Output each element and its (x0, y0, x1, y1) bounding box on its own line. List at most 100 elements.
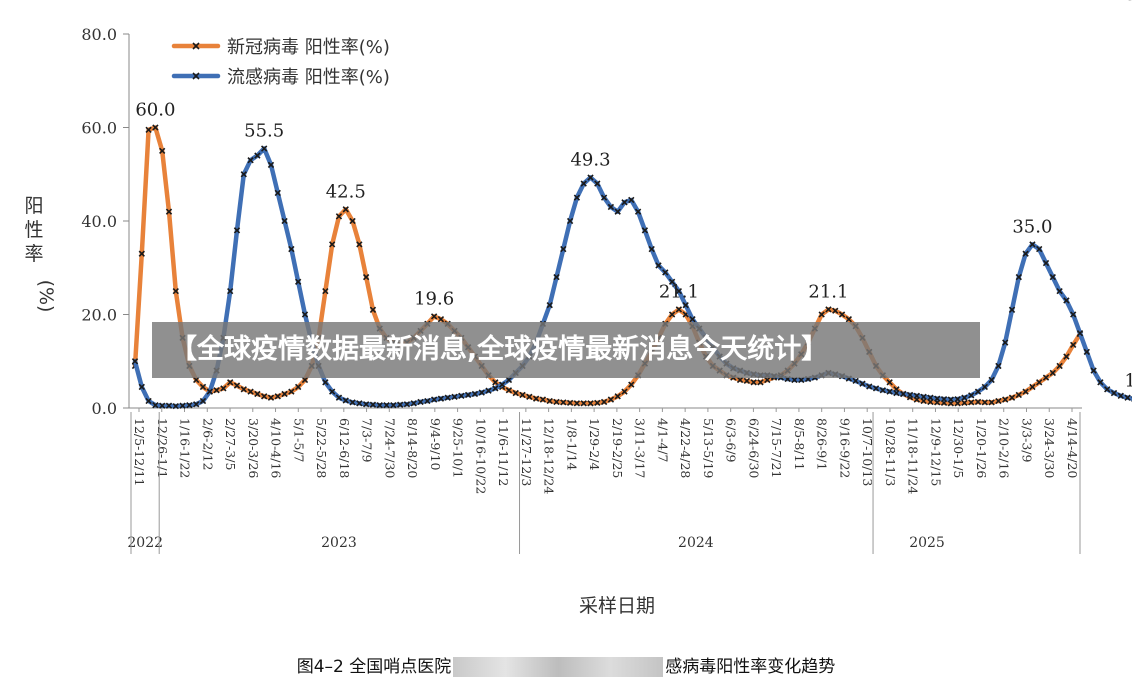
y-tick-label: 20.0 (81, 306, 117, 325)
data-point (886, 388, 893, 395)
data-point (403, 401, 411, 408)
data-point (607, 203, 615, 211)
svg-text:阳: 阳 (24, 195, 43, 217)
data-point (396, 401, 404, 408)
year-label: 2025 (909, 535, 945, 551)
data-point (995, 397, 1002, 405)
data-point (832, 307, 839, 314)
data-point (1042, 259, 1050, 267)
data-point (335, 394, 343, 401)
data-point (227, 379, 234, 386)
data-point (764, 376, 771, 384)
data-point (968, 392, 975, 399)
x-tick-label: 10/16-10/22 (473, 418, 488, 494)
data-point (825, 306, 832, 313)
data-point (131, 358, 139, 365)
data-point (390, 402, 397, 409)
data-point (478, 389, 485, 396)
data-point (872, 385, 880, 392)
data-point (594, 399, 601, 407)
data-point (526, 393, 533, 400)
x-tick-label: 11/27-12/3 (519, 418, 534, 486)
data-point (1049, 273, 1056, 281)
data-point (444, 394, 451, 401)
data-point (267, 394, 275, 401)
data-point (294, 278, 302, 285)
data-point (512, 389, 519, 397)
svg-text:率: 率 (24, 243, 43, 265)
year-label: 2022 (127, 535, 163, 551)
data-point (1076, 330, 1084, 337)
data-point (424, 397, 431, 405)
data-point (995, 362, 1002, 370)
data-point (159, 147, 166, 155)
data-point (1056, 287, 1063, 295)
svg-text:(%): (%) (35, 280, 57, 313)
x-tick-label: 10/28-11/3 (883, 418, 898, 486)
data-point (621, 199, 628, 206)
data-label: 19.6 (414, 288, 454, 309)
data-point (1104, 386, 1111, 393)
data-point (437, 316, 445, 323)
data-point (322, 287, 329, 295)
data-point (594, 180, 601, 187)
data-point (954, 395, 961, 403)
data-point (614, 393, 621, 400)
legend-label: 流感病毒 阳性率(%) (227, 67, 390, 88)
x-tick-label: 11/18-11/24 (906, 418, 921, 494)
x-tick-label: 8/26-9/1 (815, 418, 830, 470)
data-point (553, 273, 560, 281)
data-point (968, 399, 975, 406)
data-point (1008, 394, 1016, 401)
data-point (757, 379, 764, 386)
data-label: 1.4 (1125, 371, 1132, 392)
data-point (206, 388, 213, 395)
data-point (1002, 339, 1009, 346)
data-point (172, 287, 179, 295)
data-point (349, 399, 356, 406)
data-point (267, 161, 275, 169)
data-point (301, 376, 309, 384)
x-tick-label: 9/4-9/10 (428, 418, 443, 470)
x-tick-label: 3/24-3/30 (1042, 418, 1057, 478)
data-point (573, 400, 581, 407)
legend-marker (192, 72, 200, 80)
x-tick-label: 4/10-4/16 (269, 418, 284, 478)
data-point (859, 380, 866, 387)
data-point (634, 208, 642, 215)
data-point (546, 301, 553, 309)
data-label: 55.5 (244, 121, 284, 142)
data-point (145, 397, 152, 405)
data-point (1063, 297, 1070, 304)
data-point (356, 400, 363, 407)
data-point (566, 217, 574, 225)
data-point (838, 311, 846, 318)
data-point (736, 376, 744, 384)
x-tick-label: 2/27-3/5 (223, 418, 238, 470)
x-tick-label: 12/26-1/1 (155, 418, 170, 478)
data-point (145, 126, 152, 134)
x-tick-label: 1/16-1/22 (178, 418, 193, 478)
data-point (430, 313, 438, 320)
data-point (607, 396, 615, 403)
data-point (152, 124, 159, 131)
x-tick-label: 8/14-8/20 (405, 418, 420, 478)
data-point (668, 311, 676, 318)
data-point (261, 393, 268, 400)
data-point (172, 402, 179, 410)
data-point (981, 383, 988, 391)
data-point (220, 385, 227, 392)
data-point (505, 387, 513, 394)
svg-text:性: 性 (24, 219, 43, 241)
data-point (1015, 391, 1022, 399)
y-tick-label: 40.0 (81, 212, 117, 231)
data-point (199, 383, 207, 391)
data-point (349, 217, 356, 225)
x-tick-label: 7/15-7/21 (769, 418, 784, 478)
data-point (213, 387, 220, 394)
data-point (641, 227, 649, 234)
data-point (437, 395, 445, 402)
x-tick-label: 9/25-10/1 (451, 418, 466, 478)
data-point (791, 376, 798, 384)
x-tick-label: 9/16-9/22 (837, 418, 852, 478)
